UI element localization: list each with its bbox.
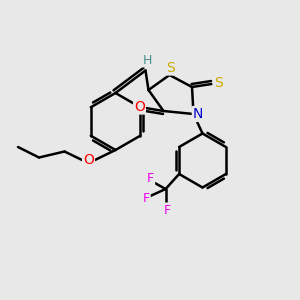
Text: S: S [214, 76, 223, 89]
Text: F: F [164, 203, 171, 217]
Text: O: O [83, 154, 94, 167]
Text: F: F [147, 172, 154, 185]
Text: H: H [142, 53, 152, 67]
Text: N: N [193, 107, 203, 121]
Text: O: O [134, 100, 145, 113]
Text: F: F [142, 191, 150, 205]
Text: S: S [167, 61, 176, 74]
